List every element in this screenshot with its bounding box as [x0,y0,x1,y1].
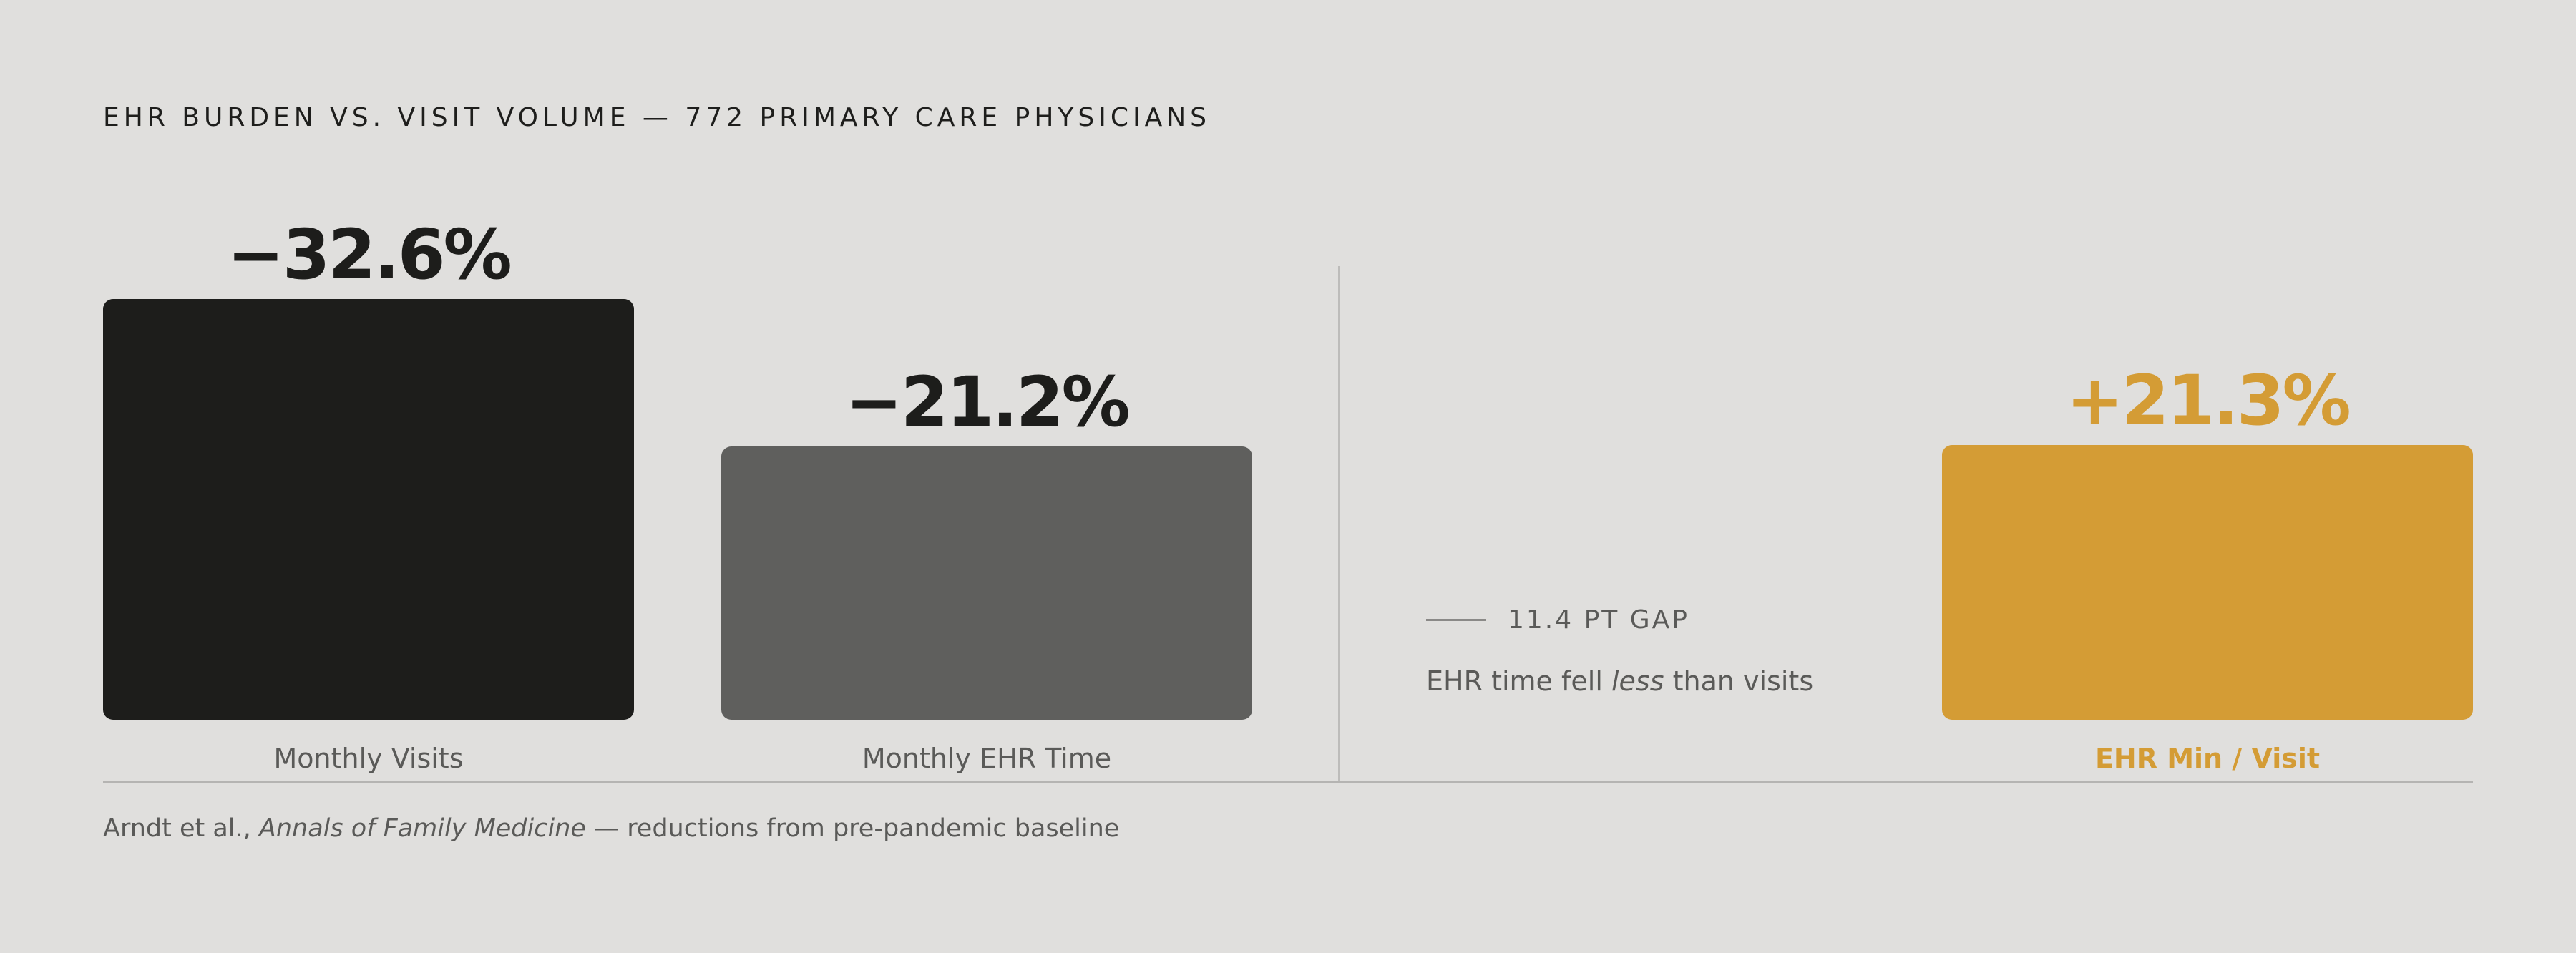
gap-annotation: 11.4 PT GAP [1426,605,1689,635]
section-divider [1338,266,1340,781]
source-note: Arndt et al., Annals of Family Medicine … [103,814,1119,843]
source-prefix: Arndt et al., [103,814,259,843]
source-journal: Annals of Family Medicine [258,814,586,843]
category-label-monthly-visits: Monthly Visits [273,743,464,774]
category-label-monthly-ehr-time: Monthly EHR Time [862,743,1112,774]
source-suffix: — reductions from pre-pandemic baseline [585,814,1120,843]
value-label-monthly-visits: −32.6% [227,215,512,295]
chart-title: EHR BURDEN VS. VISIT VOLUME — 772 PRIMAR… [103,103,1211,132]
gap-annotation-note: EHR time fell less than visits [1426,665,1813,697]
value-label-ehr-min-visit: +21.3% [2066,361,2351,441]
gap-note-prefix: EHR time fell [1426,665,1611,697]
gap-note-emphasis: less [1611,665,1664,697]
gap-note-suffix: than visits [1664,665,1814,697]
bar-monthly-ehr-time [721,446,1252,720]
category-label-ehr-min-visit: EHR Min / Visit [2094,743,2321,774]
bar-monthly-visits [103,299,634,720]
baseline-axis [103,781,2473,783]
value-label-monthly-ehr-time: −21.2% [845,362,1130,442]
gap-annotation-line [1426,619,1486,621]
gap-annotation-label: 11.4 PT GAP [1508,605,1689,635]
bar-ehr-min-visit [1942,445,2473,720]
